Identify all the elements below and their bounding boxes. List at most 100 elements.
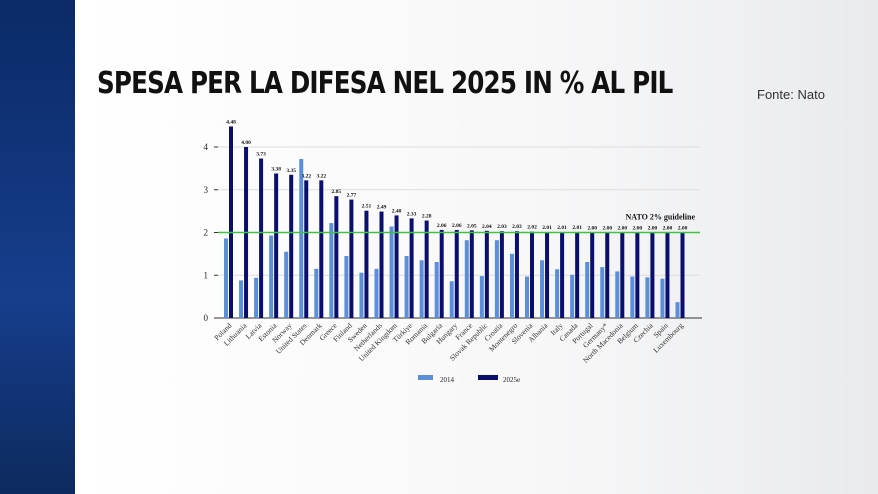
bar-2014 bbox=[329, 223, 334, 318]
data-label: 2.00 bbox=[587, 226, 597, 232]
data-label: 2.51 bbox=[362, 204, 372, 210]
bar-2025e bbox=[560, 232, 565, 318]
bar-2025e bbox=[680, 232, 685, 318]
data-label: 4.48 bbox=[226, 119, 236, 125]
bar-2025e bbox=[394, 215, 399, 318]
bar-2025e bbox=[304, 180, 309, 318]
bar-2025e bbox=[484, 230, 489, 318]
bar-2014 bbox=[464, 240, 469, 318]
bar-2025e bbox=[424, 220, 429, 318]
data-label: 2.00 bbox=[678, 226, 688, 232]
data-label: 2.02 bbox=[527, 225, 537, 231]
bar-2025e bbox=[530, 231, 534, 318]
y-tick-label: 3 bbox=[204, 185, 209, 195]
data-label: 2.28 bbox=[422, 214, 432, 220]
bar-2014 bbox=[449, 281, 454, 318]
bar-2014 bbox=[359, 272, 364, 318]
decorative-side-panel bbox=[0, 0, 75, 494]
data-label: 3.22 bbox=[301, 173, 311, 179]
bar-2014 bbox=[555, 269, 560, 318]
data-label: 3.35 bbox=[286, 168, 296, 174]
legend-label-2025e: 2025e bbox=[503, 376, 520, 384]
bar-2025e bbox=[469, 230, 474, 318]
bar-2025e bbox=[259, 158, 264, 318]
bar-2025e bbox=[665, 232, 670, 318]
y-tick-label: 4 bbox=[204, 142, 209, 152]
data-label: 2.49 bbox=[377, 205, 387, 211]
y-tick-label: 2 bbox=[204, 228, 209, 238]
bar-2025e bbox=[454, 229, 459, 318]
bar-2014 bbox=[419, 260, 424, 318]
data-label: 3.73 bbox=[256, 152, 266, 158]
bar-2014 bbox=[645, 277, 650, 318]
bar-2014 bbox=[404, 256, 409, 318]
bar-2014 bbox=[269, 235, 274, 318]
bar-2014 bbox=[299, 158, 304, 318]
bar-2014 bbox=[434, 261, 439, 318]
data-label: 2.00 bbox=[663, 226, 673, 232]
page-title: SPESA PER LA DIFESA NEL 2025 IN % AL PIL bbox=[97, 66, 673, 101]
bar-2014 bbox=[284, 251, 289, 318]
bar-2014 bbox=[494, 240, 499, 318]
bar-2014 bbox=[344, 256, 349, 318]
data-label: 2.85 bbox=[332, 189, 342, 195]
data-label: 2.06 bbox=[437, 223, 447, 229]
bar-2014 bbox=[615, 271, 620, 318]
bar-2025e bbox=[289, 174, 294, 318]
bar-2014 bbox=[374, 268, 379, 318]
legend-swatch-2025e bbox=[478, 375, 498, 380]
bar-2025e bbox=[349, 199, 354, 318]
data-label: 2.01 bbox=[557, 225, 567, 231]
bar-2014 bbox=[630, 276, 635, 318]
bar-2014 bbox=[479, 276, 484, 318]
data-label: 2.04 bbox=[482, 224, 492, 230]
bar-2014 bbox=[660, 278, 665, 318]
data-label: 2.06 bbox=[452, 223, 462, 229]
bar-2025e bbox=[334, 196, 339, 318]
data-label: 2.03 bbox=[497, 224, 507, 230]
bar-2014 bbox=[525, 276, 529, 318]
data-label: 2.03 bbox=[512, 224, 522, 230]
bar-2025e bbox=[545, 232, 550, 318]
y-tick-label: 1 bbox=[204, 270, 209, 280]
bar-2014 bbox=[389, 226, 394, 318]
bar-2025e bbox=[274, 173, 279, 318]
bar-2025e bbox=[319, 180, 324, 318]
guideline-label: NATO 2% guideline bbox=[626, 213, 696, 222]
bar-2025e bbox=[439, 229, 444, 318]
bar-2025e bbox=[635, 232, 640, 318]
bar-2014 bbox=[509, 253, 514, 318]
bar-2025e bbox=[229, 126, 233, 318]
bar-2025e bbox=[605, 232, 610, 318]
legend-swatch-2014 bbox=[418, 375, 433, 380]
bar-2025e bbox=[364, 210, 369, 318]
bar-2014 bbox=[254, 277, 259, 318]
data-label: 2.05 bbox=[467, 223, 477, 229]
y-tick-label: 0 bbox=[204, 313, 209, 323]
legend-label-2014: 2014 bbox=[440, 376, 455, 384]
bar-2014 bbox=[675, 302, 680, 318]
data-label: 3.38 bbox=[271, 167, 281, 173]
bar-2014 bbox=[314, 268, 319, 318]
bar-2025e bbox=[620, 232, 625, 318]
data-label: 2.00 bbox=[648, 226, 658, 232]
data-label: 2.00 bbox=[602, 226, 612, 232]
data-label: 4.00 bbox=[241, 140, 251, 146]
data-label: 3.22 bbox=[316, 173, 326, 179]
bar-2025e bbox=[379, 211, 384, 318]
data-label: 2.01 bbox=[572, 225, 582, 231]
data-label: 2.01 bbox=[542, 225, 552, 231]
data-label: 2.33 bbox=[407, 211, 417, 217]
data-label: 2.00 bbox=[617, 226, 627, 232]
bar-2014 bbox=[600, 267, 605, 318]
bar-2014 bbox=[540, 260, 545, 318]
bar-2025e bbox=[575, 232, 580, 318]
bar-2014 bbox=[585, 261, 590, 318]
data-label: 2.40 bbox=[392, 208, 402, 214]
bar-2025e bbox=[590, 232, 595, 318]
bar-2025e bbox=[650, 232, 655, 318]
bar-2025e bbox=[499, 231, 504, 318]
data-label: 2.00 bbox=[633, 226, 643, 232]
bar-2014 bbox=[239, 280, 244, 318]
source-label: Fonte: Nato bbox=[757, 87, 825, 102]
